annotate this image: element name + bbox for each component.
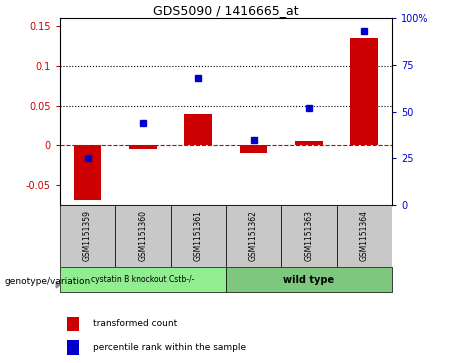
Bar [226,205,281,267]
Bar [184,114,212,146]
Text: transformed count: transformed count [93,319,177,329]
Bar [74,146,101,200]
Text: cystatin B knockout Cstb-/-: cystatin B knockout Cstb-/- [91,275,195,284]
Bar [66,340,78,355]
Bar [60,267,226,292]
Bar [350,38,378,146]
Bar [337,205,392,267]
Title: GDS5090 / 1416665_at: GDS5090 / 1416665_at [153,4,299,17]
Text: wild type: wild type [284,274,334,285]
Bar [60,205,115,267]
Bar [171,205,226,267]
Bar [66,317,78,331]
Text: GSM1151364: GSM1151364 [360,211,369,261]
Text: GSM1151361: GSM1151361 [194,211,203,261]
Text: GSM1151363: GSM1151363 [304,211,313,261]
Text: GSM1151360: GSM1151360 [138,211,148,261]
Bar [129,146,157,148]
Text: percentile rank within the sample: percentile rank within the sample [93,343,246,352]
Text: GSM1151362: GSM1151362 [249,211,258,261]
Bar [295,142,323,146]
Polygon shape [56,282,60,288]
Text: GSM1151359: GSM1151359 [83,211,92,261]
Bar [240,146,267,154]
Bar [281,205,337,267]
Bar [226,267,392,292]
Bar [115,205,171,267]
Text: genotype/variation: genotype/variation [5,277,91,286]
